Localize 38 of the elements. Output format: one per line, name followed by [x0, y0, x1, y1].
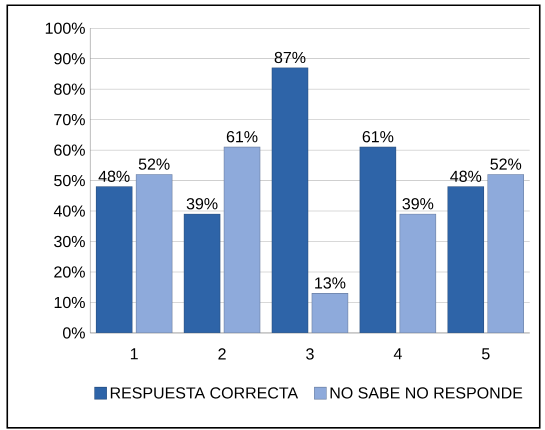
data-label: 61% [226, 130, 258, 142]
x-tick-label: 2 [218, 348, 226, 360]
legend-label: NO SABE NO RESPONDE [330, 387, 522, 399]
legend-label: RESPUESTA CORRECTA [110, 387, 298, 399]
x-tick-label: 4 [394, 348, 402, 360]
y-tick-label: 80% [54, 83, 85, 95]
x-tick-label: 5 [482, 348, 490, 360]
bar [96, 186, 132, 333]
y-tick-label: 90% [54, 53, 85, 64]
y-tick-label: 30% [54, 236, 85, 248]
bar [224, 146, 260, 333]
y-tick-label: 50% [54, 174, 85, 186]
data-label: 13% [315, 277, 346, 289]
data-label: 52% [490, 158, 522, 170]
x-tick-label: 1 [130, 348, 138, 360]
data-label: 87% [274, 52, 306, 64]
data-label: 48% [450, 170, 482, 182]
y-tick-label: 60% [54, 144, 85, 156]
data-label: 39% [402, 198, 434, 210]
y-tick-label: 0% [63, 327, 85, 339]
data-label: 48% [98, 170, 130, 182]
x-tick-label: 3 [306, 348, 314, 360]
bar [184, 214, 220, 333]
bar [272, 68, 308, 333]
y-tick-label: 70% [54, 114, 85, 126]
bar [360, 146, 396, 333]
bar [400, 214, 436, 333]
data-label: 39% [186, 198, 218, 210]
data-label: 52% [138, 158, 170, 170]
y-tick-label: 10% [54, 296, 85, 308]
y-tick-label: 20% [54, 266, 85, 278]
bar [448, 186, 484, 333]
y-tick-label: 100% [46, 22, 85, 34]
y-tick-label: 40% [54, 205, 85, 217]
bar [488, 174, 524, 333]
data-label: 61% [362, 130, 394, 142]
bar [312, 293, 348, 333]
bar [136, 174, 172, 333]
